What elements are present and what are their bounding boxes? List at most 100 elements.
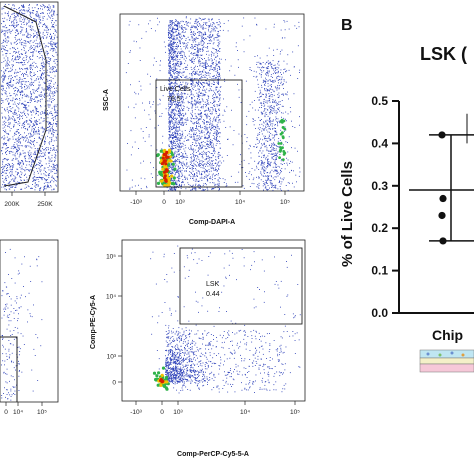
event-dot bbox=[179, 62, 181, 64]
event-dot bbox=[47, 175, 49, 177]
event-dot bbox=[39, 22, 41, 24]
event-dot bbox=[54, 156, 55, 158]
event-dot bbox=[9, 181, 11, 182]
event-dot bbox=[30, 112, 32, 113]
event-dot bbox=[23, 124, 25, 125]
event-dot bbox=[170, 51, 172, 53]
event-dot bbox=[4, 92, 6, 94]
event-dot bbox=[27, 10, 29, 11]
event-dot bbox=[216, 131, 218, 133]
event-dot bbox=[199, 165, 201, 166]
event-dot bbox=[219, 94, 221, 96]
event-dot bbox=[43, 43, 45, 45]
event-dot bbox=[201, 116, 202, 118]
event-dot bbox=[12, 29, 14, 31]
event-dot bbox=[187, 100, 189, 102]
event-dot bbox=[27, 141, 29, 143]
event-dot bbox=[201, 130, 203, 132]
event-dot bbox=[199, 185, 201, 186]
event-dot bbox=[175, 81, 177, 83]
event-dot bbox=[214, 110, 216, 112]
event-dot bbox=[56, 112, 58, 114]
event-dot bbox=[213, 165, 215, 166]
event-dot bbox=[171, 36, 173, 37]
event-dot bbox=[196, 38, 198, 39]
event-dot bbox=[171, 98, 173, 100]
event-dot bbox=[207, 156, 209, 158]
event-dot bbox=[14, 19, 16, 20]
event-dot bbox=[217, 126, 219, 127]
event-dot bbox=[206, 157, 208, 159]
event-dot bbox=[23, 47, 25, 49]
event-dot bbox=[18, 82, 20, 84]
event-dot bbox=[170, 120, 172, 122]
event-dot bbox=[199, 113, 201, 115]
event-dot bbox=[180, 76, 181, 77]
event-dot bbox=[206, 75, 208, 76]
event-dot bbox=[24, 93, 25, 95]
event-dot bbox=[8, 11, 9, 13]
event-dot bbox=[41, 153, 42, 155]
event-dot bbox=[208, 108, 209, 110]
event-dot bbox=[213, 168, 214, 170]
event-dot bbox=[193, 52, 195, 54]
event-dot bbox=[172, 47, 174, 49]
event-dot bbox=[35, 165, 36, 167]
event-dot bbox=[202, 70, 203, 72]
event-dot bbox=[9, 92, 11, 94]
event-dot bbox=[128, 24, 130, 26]
event-dot bbox=[1, 13, 3, 15]
event-dot bbox=[41, 73, 42, 75]
event-dot bbox=[198, 26, 199, 27]
event-dot bbox=[56, 47, 58, 49]
event-dot bbox=[25, 121, 27, 123]
event-dot bbox=[180, 114, 182, 116]
event-dot bbox=[24, 10, 26, 12]
event-dot bbox=[202, 77, 204, 78]
event-dot bbox=[198, 68, 200, 70]
event-dot bbox=[211, 113, 213, 115]
event-dot bbox=[49, 165, 50, 167]
event-dot bbox=[34, 101, 35, 102]
event-dot bbox=[210, 130, 212, 131]
event-dot bbox=[55, 149, 57, 151]
event-dot bbox=[9, 165, 11, 167]
event-dot bbox=[15, 43, 17, 45]
event-dot bbox=[194, 26, 196, 27]
event-dot bbox=[142, 137, 144, 139]
event-dot bbox=[195, 103, 197, 105]
event-dot bbox=[55, 51, 57, 53]
event-dot bbox=[7, 14, 9, 16]
event-dot bbox=[44, 82, 46, 84]
event-dot bbox=[194, 84, 196, 86]
event-dot bbox=[213, 149, 215, 151]
event-dot bbox=[54, 62, 56, 64]
event-dot bbox=[19, 91, 20, 93]
event-dot bbox=[177, 46, 178, 48]
event-dot bbox=[209, 110, 211, 112]
event-dot bbox=[192, 177, 194, 179]
event-dot bbox=[200, 26, 202, 28]
event-dot bbox=[206, 133, 207, 135]
event-dot bbox=[31, 82, 33, 84]
event-dot bbox=[48, 4, 50, 6]
event-dot bbox=[11, 86, 13, 88]
event-dot bbox=[50, 37, 52, 39]
event-dot bbox=[175, 147, 177, 149]
event-dot bbox=[50, 41, 51, 43]
event-dot bbox=[169, 100, 171, 102]
event-dot bbox=[175, 187, 177, 189]
event-dot bbox=[31, 20, 33, 21]
event-dot bbox=[13, 119, 15, 121]
event-dot bbox=[192, 170, 194, 172]
event-dot bbox=[16, 184, 18, 186]
event-dot bbox=[216, 169, 217, 171]
event-dot bbox=[213, 182, 215, 184]
event-dot bbox=[205, 47, 207, 48]
event-dot bbox=[14, 41, 16, 43]
event-dot bbox=[15, 35, 16, 37]
event-dot bbox=[9, 84, 11, 86]
event-dot bbox=[29, 42, 31, 44]
event-dot bbox=[43, 189, 44, 191]
event-dot bbox=[217, 97, 219, 99]
